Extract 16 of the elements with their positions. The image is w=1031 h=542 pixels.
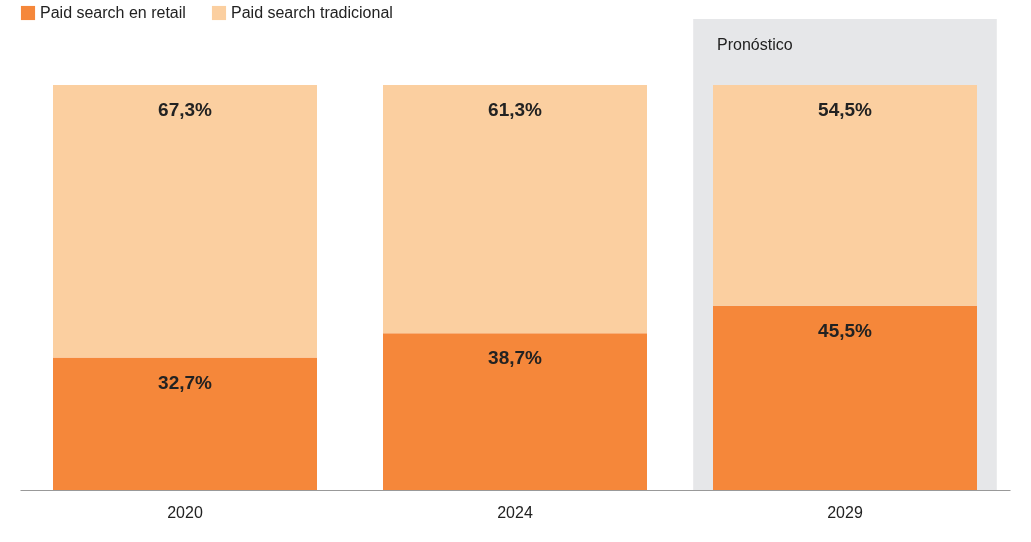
legend-label: Paid search en retail (40, 4, 186, 21)
band-label: Pronóstico (717, 36, 793, 53)
bar (383, 85, 647, 334)
bar (383, 333, 647, 490)
bar (53, 357, 317, 490)
legend-label: Paid search tradicional (231, 4, 393, 21)
bar (53, 85, 317, 358)
x-tick-label: 2029 (827, 503, 863, 521)
x-tick-label: 2024 (497, 503, 533, 521)
data-label: 61,3% (488, 99, 543, 120)
data-label: 67,3% (158, 99, 213, 120)
data-label: 38,7% (488, 347, 543, 369)
data-label: 54,5% (818, 99, 873, 120)
data-label: 32,7% (158, 371, 213, 393)
x-tick-label: 2020 (167, 503, 203, 521)
data-label: 45,5% (818, 319, 873, 341)
